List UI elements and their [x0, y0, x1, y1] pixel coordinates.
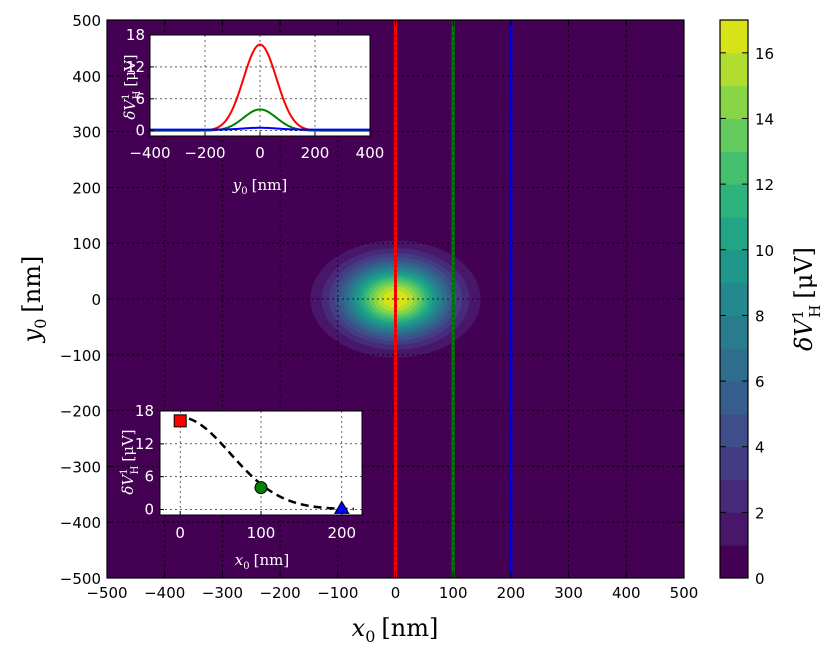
- x-tick-label: −300: [202, 584, 243, 602]
- colorbar-block-7: [720, 315, 748, 349]
- inset2-x-tick-label: 0: [175, 524, 185, 542]
- colorbar-block-5: [720, 381, 748, 415]
- colorbar-tick-label: 16: [755, 45, 774, 63]
- y-tick-label: 100: [72, 235, 101, 253]
- colorbar: 0 2 4 6 8 10 12 14 16 δV1H[μV]: [719, 19, 824, 588]
- inset1-series-008000: [150, 108, 370, 132]
- x-tick-label: 500: [670, 584, 699, 602]
- inset1-x-tick-label: 200: [301, 144, 330, 162]
- top-inset-y-ticks: 0 6 12 18: [126, 26, 154, 140]
- y-tick-label: 0: [91, 291, 101, 309]
- y-tick-label: −400: [60, 514, 101, 532]
- y-tick-label: 400: [72, 68, 101, 86]
- colorbar-frame: [719, 19, 749, 579]
- x-axis-label: x0 [nm]: [352, 614, 439, 646]
- heatmap-x-ticks: −500 −400 −300 −200 −100 0 100 200 300 400 500: [86, 20, 698, 602]
- inset2-y-tick-label: 6: [144, 468, 154, 486]
- top-inset-x-label: y0 [nm]: [232, 176, 287, 197]
- colorbar-tick-label: 14: [755, 110, 774, 128]
- inset1-y-tick-label: 12: [126, 58, 145, 76]
- bottom-inset-x-ticks: 0 100 200: [175, 511, 356, 542]
- inset1-y-tick-label: 6: [135, 90, 145, 108]
- top-inset: −400 −200 0 200 400 0 6 12 18 y0 [nm] δV1H[μV]: [121, 26, 384, 197]
- colorbar-label: δV1H[μV]: [789, 247, 824, 351]
- inset1-y-tick-label: 18: [126, 26, 145, 44]
- colorbar-block-11: [720, 184, 748, 218]
- y-tick-label: −100: [60, 347, 101, 365]
- x-tick-label: −500: [86, 584, 127, 602]
- colorbar-block-12: [720, 151, 748, 185]
- x-tick-label: 0: [391, 584, 401, 602]
- colorbar-tick-label: 0: [755, 570, 765, 588]
- y-axis-label: y0[nm]: [18, 256, 50, 344]
- colorbar-block-13: [720, 118, 748, 152]
- green-circle-marker: [254, 481, 268, 495]
- inset2-x-tick-label: 200: [327, 524, 356, 542]
- colorbar-block-15: [720, 52, 748, 87]
- colorbar-block-1: [720, 512, 748, 546]
- top-inset-x-ticks: −400 −200 0 200 400: [129, 132, 384, 162]
- bottom-inset-fit-curve: [176, 416, 354, 511]
- inset2-y-tick-label: 12: [135, 435, 154, 453]
- colorbar-tick-label: 6: [755, 373, 765, 391]
- bottom-inset-y-ticks: 0 6 12 18: [135, 402, 164, 519]
- inset1-x-tick-label: −200: [184, 144, 225, 162]
- colorbar-block-4: [720, 413, 748, 448]
- top-inset-series: [150, 43, 370, 132]
- inset2-y-tick-label: 0: [144, 501, 154, 519]
- inset2-x-tick-label: 100: [247, 524, 276, 542]
- colorbar-tick-label: 10: [755, 242, 774, 260]
- colorbar-block-0: [720, 545, 748, 579]
- colorbar-blocks: [720, 20, 748, 579]
- y-tick-label: 300: [72, 124, 101, 142]
- heatmap-contours: [310, 240, 481, 358]
- colorbar-block-8: [720, 282, 748, 316]
- x-tick-label: 400: [612, 584, 641, 602]
- x-tick-label: −200: [259, 584, 300, 602]
- colorbar-tick-label: 8: [755, 307, 765, 325]
- x-tick-label: 200: [497, 584, 526, 602]
- inset1-y-tick-label: 0: [135, 122, 145, 140]
- x-tick-label: −400: [144, 584, 185, 602]
- colorbar-block-6: [720, 348, 748, 382]
- y-tick-label: −500: [60, 570, 101, 588]
- bottom-inset: 0 100 200 0 6 12 18 x0 [nm] δV1H[μV]: [119, 402, 363, 572]
- colorbar-block-2: [720, 479, 748, 513]
- inset1-x-tick-label: −400: [129, 144, 170, 162]
- colorbar-block-9: [720, 249, 748, 284]
- red-square-marker: [173, 414, 187, 428]
- heatmap-vertical-lines: [394, 20, 513, 578]
- inset1-x-tick-label: 400: [356, 144, 385, 162]
- heatmap-y-ticks: −500 −400 −300 −200 −100 0 100 200 300 400 500: [60, 12, 684, 588]
- colorbar-block-14: [720, 85, 748, 119]
- top-inset-y-label: δV1H[μV]: [121, 54, 143, 119]
- colorbar-tick-label: 12: [755, 176, 774, 194]
- inset2-y-tick-label: 18: [135, 402, 154, 420]
- colorbar-block-16: [720, 20, 748, 54]
- inset2-fit-curve: [176, 416, 354, 511]
- x-tick-label: 100: [439, 584, 468, 602]
- colorbar-block-3: [720, 446, 748, 481]
- y-tick-label: −200: [60, 403, 101, 421]
- colorbar-tick-label: 2: [755, 504, 765, 522]
- colorbar-block-10: [720, 216, 748, 251]
- inset1-x-tick-label: 0: [255, 144, 265, 162]
- bottom-inset-y-label: δV1H[μV]: [119, 429, 141, 494]
- colorbar-tick-label: 4: [755, 439, 765, 457]
- y-tick-label: 200: [72, 179, 101, 197]
- bottom-inset-x-label: x0 [nm]: [235, 551, 289, 572]
- inset1-series-0000ff: [150, 126, 370, 131]
- y-tick-label: 500: [72, 12, 101, 30]
- colorbar-ticks: 0 2 4 6 8 10 12 14 16: [720, 45, 774, 588]
- x-tick-label: 300: [554, 584, 583, 602]
- x-tick-label: −100: [317, 584, 358, 602]
- y-tick-label: −300: [60, 458, 101, 476]
